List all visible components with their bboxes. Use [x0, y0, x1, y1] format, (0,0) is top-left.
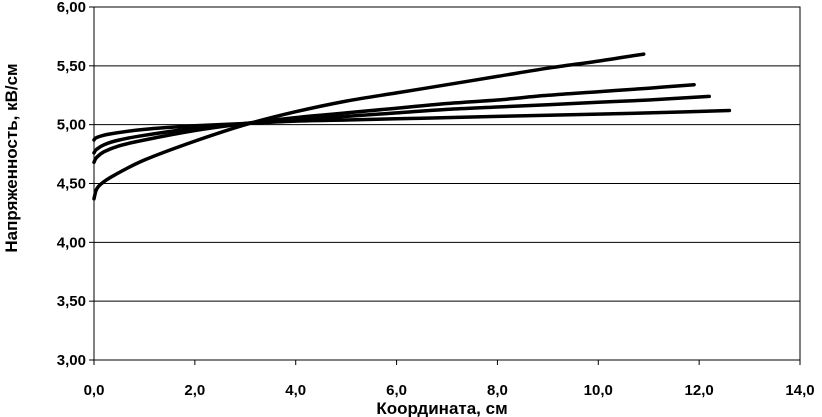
y-tick-label: 4,50 — [57, 176, 86, 193]
y-tick-label: 5,50 — [57, 58, 86, 75]
x-tick-label: 14,0 — [785, 382, 814, 399]
series-line-1 — [92, 52, 646, 201]
y-tick-label: 3,50 — [57, 293, 86, 310]
x-tick-label: 8,0 — [487, 382, 508, 399]
series-line-2 — [92, 82, 696, 165]
gridlines — [94, 65, 800, 302]
y-tick-label: 5,00 — [57, 117, 86, 134]
y-axis-ticks: 3,00 3,50 4,00 4,50 5,00 5,50 6,00 — [57, 0, 94, 369]
x-tick-label: 4,0 — [285, 382, 306, 399]
x-axis-ticks: 0,0 2,0 4,0 6,0 8,0 10,0 12,0 14,0 — [84, 360, 815, 399]
x-tick-label: 12,0 — [685, 382, 714, 399]
x-tick-label: 6,0 — [386, 382, 407, 399]
series-line-4 — [92, 108, 732, 142]
series-line-3 — [92, 94, 711, 155]
x-axis-title: Координата, см — [376, 399, 507, 417]
y-tick-label: 6,00 — [57, 0, 86, 16]
y-tick-label: 4,00 — [57, 234, 86, 251]
y-tick-label: 3,00 — [57, 352, 86, 369]
y-axis-title: Напряженность, кВ/см — [2, 63, 21, 252]
x-tick-label: 10,0 — [584, 382, 613, 399]
x-tick-label: 0,0 — [84, 382, 105, 399]
x-tick-label: 2,0 — [184, 382, 205, 399]
series-group — [92, 52, 732, 201]
